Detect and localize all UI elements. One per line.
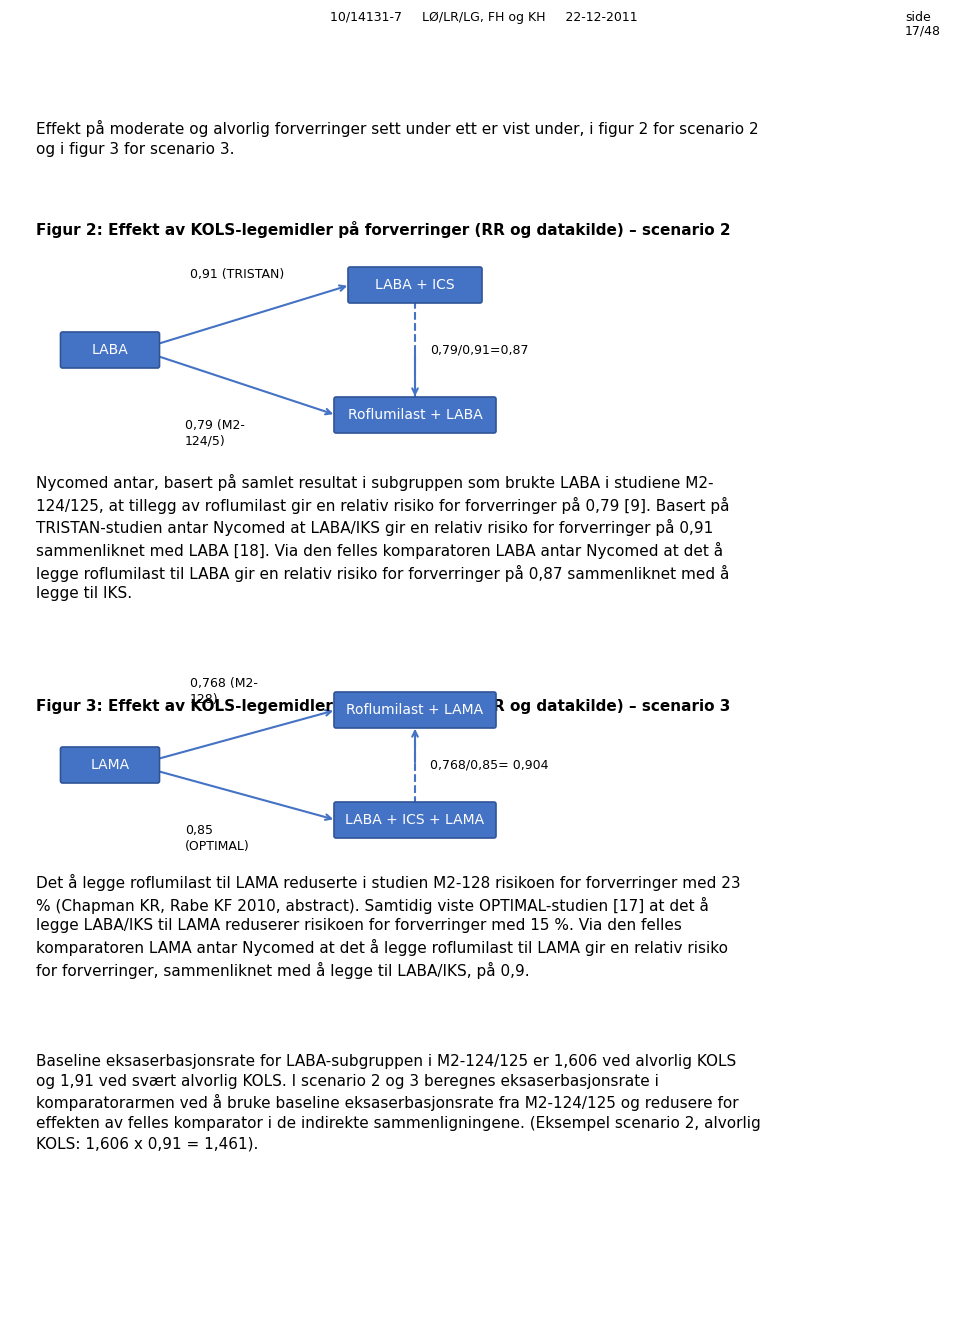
Text: Effekt på moderate og alvorlig forverringer sett under ett er vist under, i figu: Effekt på moderate og alvorlig forverrin… [36, 120, 758, 157]
Text: 0,91 (TRISTAN): 0,91 (TRISTAN) [190, 268, 284, 280]
Text: Roflumilast + LAMA: Roflumilast + LAMA [347, 703, 484, 718]
Text: 0,768/0,85= 0,904: 0,768/0,85= 0,904 [430, 759, 548, 772]
Text: 0,79 (M2-
124/5): 0,79 (M2- 124/5) [185, 419, 245, 448]
Text: Det å legge roflumilast til LAMA reduserte i studien M2-128 risikoen for forverr: Det å legge roflumilast til LAMA reduser… [36, 874, 740, 978]
Text: Baseline eksaserbasjonsrate for LABA-subgruppen i M2-124/125 er 1,606 ved alvorl: Baseline eksaserbasjonsrate for LABA-sub… [36, 1054, 760, 1151]
FancyBboxPatch shape [348, 267, 482, 303]
Text: LABA: LABA [91, 343, 129, 358]
FancyBboxPatch shape [334, 801, 496, 839]
Text: Figur 2: Effekt av KOLS-legemidler på forverringer (RR og datakilde) – scenario : Figur 2: Effekt av KOLS-legemidler på fo… [36, 221, 731, 238]
Text: Roflumilast + LABA: Roflumilast + LABA [348, 408, 482, 423]
Text: Nycomed antar, basert på samlet resultat i subgruppen som brukte LABA i studiene: Nycomed antar, basert på samlet resultat… [36, 474, 730, 601]
Text: LABA + ICS + LAMA: LABA + ICS + LAMA [346, 813, 485, 827]
FancyBboxPatch shape [334, 692, 496, 728]
FancyBboxPatch shape [60, 747, 159, 783]
FancyBboxPatch shape [334, 397, 496, 433]
Text: LABA + ICS: LABA + ICS [375, 278, 455, 292]
FancyBboxPatch shape [60, 332, 159, 368]
Text: LAMA: LAMA [90, 758, 130, 772]
Text: 17/48: 17/48 [905, 25, 941, 39]
Text: Figur 3: Effekt av KOLS-legemidler på forverringer (RR og datakilde) – scenario : Figur 3: Effekt av KOLS-legemidler på fo… [36, 696, 731, 714]
Text: 0,85
(OPTIMAL): 0,85 (OPTIMAL) [185, 824, 250, 853]
Text: side: side [905, 11, 931, 24]
Text: 0,79/0,91=0,87: 0,79/0,91=0,87 [430, 343, 529, 356]
Text: 10/14131-7     LØ/LR/LG, FH og KH     22-12-2011: 10/14131-7 LØ/LR/LG, FH og KH 22-12-2011 [330, 11, 637, 24]
Text: 0,768 (M2-
128): 0,768 (M2- 128) [190, 676, 258, 706]
